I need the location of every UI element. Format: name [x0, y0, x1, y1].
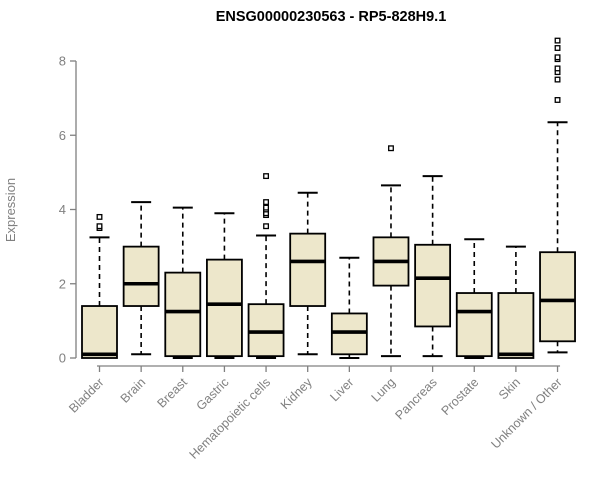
x-category-label: Kidney — [278, 375, 315, 412]
outlier-point — [96, 223, 103, 230]
outlier-point — [554, 54, 561, 61]
outlier-point — [263, 199, 270, 206]
y-tick-label: 8 — [59, 54, 66, 69]
x-category-label: Brain — [118, 375, 149, 406]
box-3 — [164, 271, 202, 358]
y-tick-label: 6 — [59, 128, 66, 143]
x-category-label: Unknown / Other — [488, 375, 564, 451]
box-12 — [539, 251, 576, 343]
box-2 — [122, 245, 160, 307]
x-category-label: Prostate — [439, 375, 482, 418]
outlier-point — [263, 204, 270, 211]
y-tick-label: 0 — [59, 351, 66, 366]
x-category-label: Breast — [154, 375, 190, 411]
outlier-point — [554, 97, 561, 103]
y-tick-label: 2 — [59, 276, 66, 291]
outlier-point — [554, 37, 561, 44]
outlier-point — [554, 45, 561, 51]
box-11 — [497, 292, 535, 359]
outlier-point — [263, 223, 270, 230]
x-category-label: Skin — [496, 375, 523, 402]
outlier-point — [554, 65, 561, 72]
x-category-label: Pancreas — [392, 375, 439, 422]
outlier-point — [388, 145, 394, 152]
x-category-label: Hematopoietic cells — [187, 375, 274, 462]
x-category-label: Bladder — [66, 375, 106, 415]
x-category-label: Liver — [327, 375, 356, 404]
y-tick-label: 4 — [59, 202, 66, 217]
box-10 — [455, 292, 493, 358]
x-category-label: Lung — [369, 375, 399, 405]
plot-generated: 0 2 4 6 8 Bladder Brain Breast GastricHematopoie… — [59, 37, 576, 462]
box-9 — [414, 243, 452, 328]
outlier-point — [96, 213, 103, 220]
y-axis-label: Expression — [3, 178, 18, 242]
box-1 — [81, 305, 118, 359]
box-5 — [247, 303, 285, 358]
x-category-label: Gastric — [194, 375, 232, 413]
box-4 — [206, 258, 243, 358]
chart-title: ENSG00000230563 - RP5-828H9.1 — [216, 9, 447, 25]
outlier-point — [263, 173, 270, 180]
box-6 — [289, 232, 327, 307]
outlier-point — [554, 76, 561, 83]
box-7 — [330, 312, 368, 356]
